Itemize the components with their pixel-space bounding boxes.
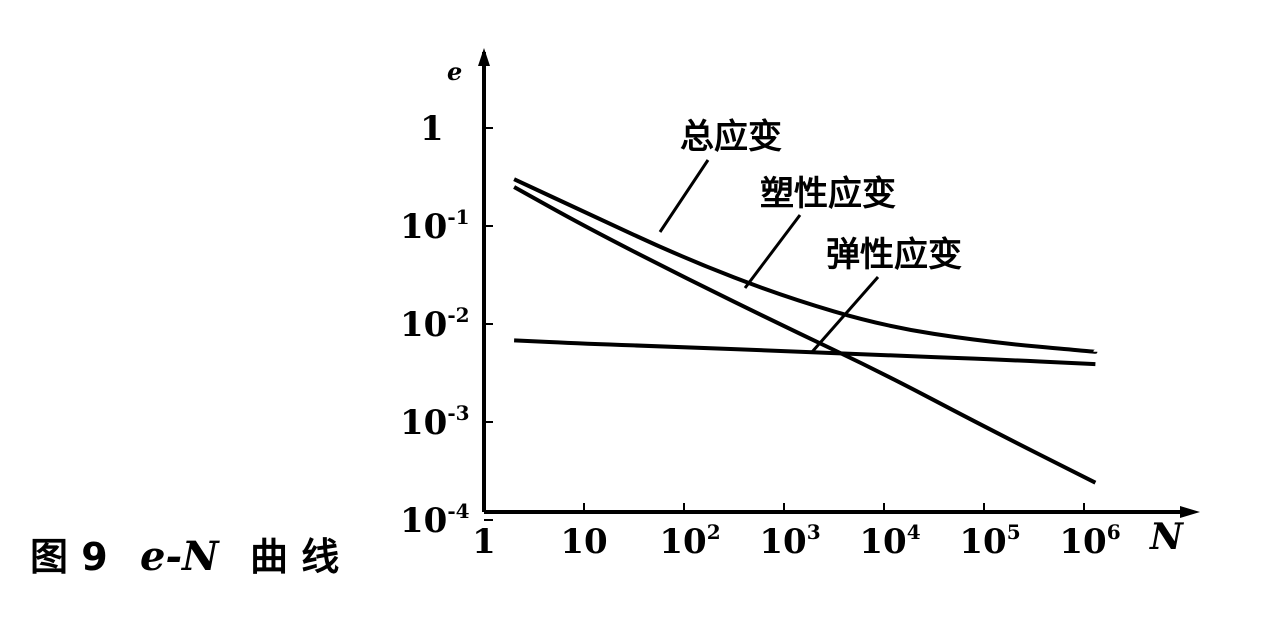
y-tick-label: 10-4: [400, 499, 470, 541]
figure-title-math: e-N: [140, 533, 220, 580]
x-tick-exponent: 4: [907, 520, 921, 544]
chart-axes: [478, 48, 1200, 518]
y-tick-label: 10-2: [400, 303, 470, 345]
x-tick-exponent: 6: [1107, 520, 1121, 544]
y-tick-label: 10-1: [400, 205, 470, 247]
x-tick-label: 106: [1059, 520, 1120, 562]
plastic-strain-curve: [513, 185, 1097, 485]
elastic-strain-label-leader: [810, 276, 880, 353]
total-strain-label-leader: [658, 159, 710, 233]
elastic-strain-label: 弹性应变: [826, 235, 962, 275]
y-tick-exponent: -1: [447, 205, 469, 229]
x-tick-label: 104: [859, 520, 920, 562]
total-strain-curve: [513, 177, 1098, 354]
y-tick-label: 10-3: [400, 401, 470, 443]
figure-number: 图 9: [30, 535, 108, 579]
x-tick-exponent: 3: [807, 520, 821, 544]
x-tick-label: 105: [959, 520, 1020, 562]
x-tick-label: 1: [472, 522, 496, 562]
x-tick-label: 10: [560, 522, 607, 562]
x-axis-label: N: [1149, 516, 1185, 558]
y-tick-label: 1: [420, 109, 444, 149]
y-tick-exponent: -3: [447, 401, 469, 425]
chart-series: [513, 177, 1098, 485]
y-axis-ticks: 1 10-1 10-2 10-3 10-4: [400, 109, 493, 541]
total-strain-label: 总应变: [680, 117, 782, 157]
x-tick-label: 103: [759, 520, 820, 562]
y-axis-label: e: [447, 57, 462, 86]
x-axis-arrow: [1180, 506, 1200, 518]
x-tick-label: 102: [659, 520, 720, 562]
y-tick-exponent: -2: [447, 303, 469, 327]
y-axis-arrow: [478, 48, 490, 66]
x-tick-exponent: 5: [1007, 520, 1021, 544]
x-tick-exponent: 2: [707, 520, 721, 544]
y-tick-exponent: -4: [447, 499, 469, 523]
elastic-strain-curve: [514, 338, 1096, 367]
plastic-strain-label-leader: [743, 214, 802, 289]
plastic-strain-label: 塑性应变: [760, 174, 896, 214]
figure-title-text: 曲 线: [250, 535, 339, 579]
